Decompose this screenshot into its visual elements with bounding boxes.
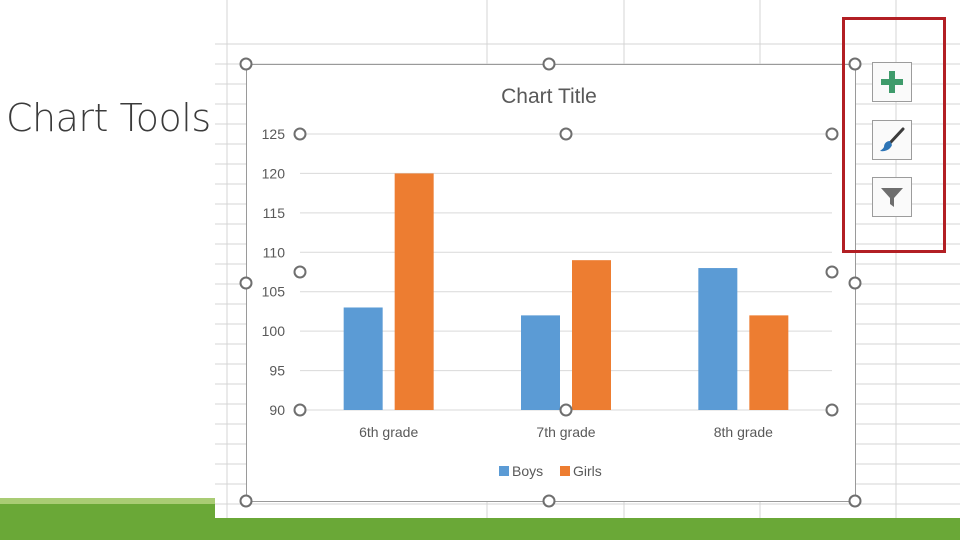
chart-resize-handle[interactable]	[542, 494, 556, 508]
paintbrush-icon	[880, 127, 905, 152]
chart-resize-handle[interactable]	[848, 57, 862, 71]
plot-area-handle[interactable]	[825, 265, 839, 279]
chart-resize-handle[interactable]	[239, 57, 253, 71]
slide-title: Chart Tools	[6, 96, 211, 140]
chart-resize-handle[interactable]	[239, 276, 253, 290]
chart-resize-handle[interactable]	[239, 494, 253, 508]
plus-icon	[881, 71, 903, 93]
plot-area-handle[interactable]	[293, 403, 307, 417]
chart-elements-button[interactable]	[872, 62, 912, 102]
chart-resize-handle[interactable]	[848, 494, 862, 508]
plot-area-handle[interactable]	[559, 127, 573, 141]
chart-area[interactable]	[246, 64, 856, 502]
chart-filters-button[interactable]	[872, 177, 912, 217]
plot-area-handle[interactable]	[825, 403, 839, 417]
bottom-accent-bar	[0, 498, 215, 504]
plot-area-handle[interactable]	[293, 127, 307, 141]
funnel-icon	[881, 188, 903, 207]
chart-resize-handle[interactable]	[848, 276, 862, 290]
chart-tools-highlight	[842, 17, 946, 253]
chart-styles-button[interactable]	[872, 120, 912, 160]
plot-area-handle[interactable]	[559, 403, 573, 417]
plot-area-handle[interactable]	[825, 127, 839, 141]
plot-area-handle[interactable]	[293, 265, 307, 279]
chart-resize-handle[interactable]	[542, 57, 556, 71]
